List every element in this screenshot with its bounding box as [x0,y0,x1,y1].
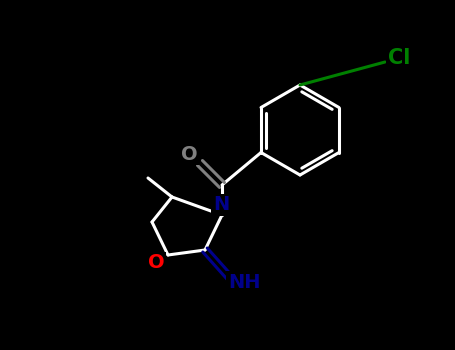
Text: O: O [148,253,164,273]
Text: N: N [213,196,229,215]
Text: NH: NH [228,273,260,292]
Text: O: O [181,145,197,163]
Text: Cl: Cl [388,48,410,68]
